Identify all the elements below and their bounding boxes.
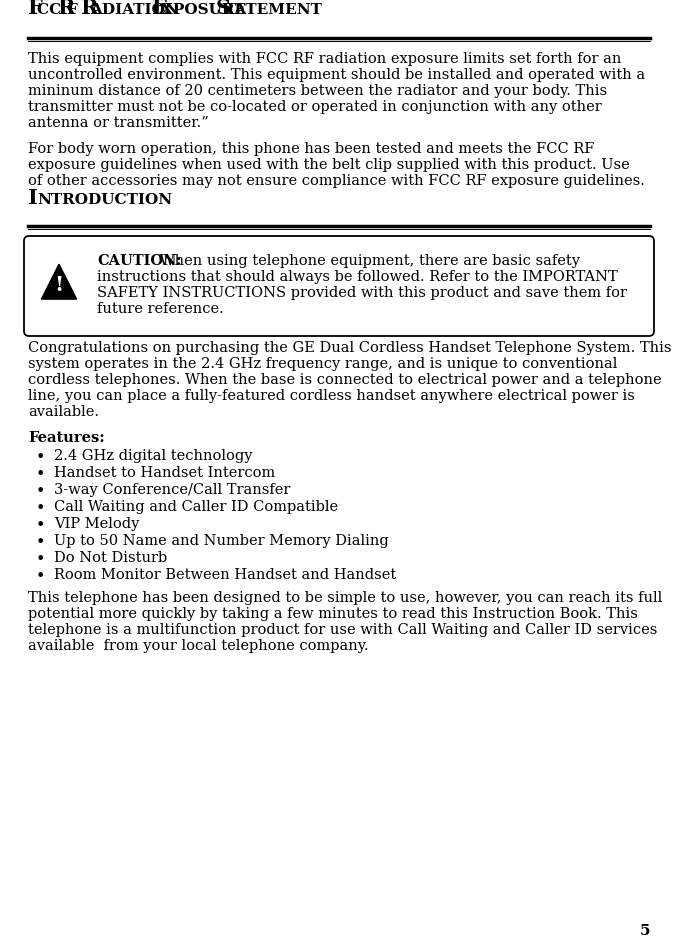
Text: potential more quickly by taking a few minutes to read this Instruction Book. Th: potential more quickly by taking a few m… — [28, 607, 638, 621]
Text: 5: 5 — [639, 924, 650, 938]
FancyBboxPatch shape — [24, 236, 654, 336]
Text: ADIATION: ADIATION — [90, 3, 184, 17]
Text: NTRODUCTION: NTRODUCTION — [37, 193, 172, 207]
Text: exposure guidelines when used with the belt clip supplied with this product. Use: exposure guidelines when used with the b… — [28, 158, 630, 172]
Text: R: R — [57, 0, 75, 18]
Text: telephone is a multifunction product for use with Call Waiting and Caller ID ser: telephone is a multifunction product for… — [28, 623, 657, 637]
Text: R: R — [80, 0, 98, 18]
Text: F: F — [28, 0, 43, 18]
Polygon shape — [41, 265, 76, 299]
Text: SAFETY INSTRUCTIONS provided with this product and save them for: SAFETY INSTRUCTIONS provided with this p… — [97, 286, 627, 300]
Text: Handset to Handset Intercom: Handset to Handset Intercom — [54, 466, 275, 480]
Text: system operates in the 2.4 GHz frequency range, and is unique to conventional: system operates in the 2.4 GHz frequency… — [28, 357, 617, 371]
Text: F: F — [67, 3, 83, 17]
Text: Congratulations on purchasing the GE Dual Cordless Handset Telephone System. Thi: Congratulations on purchasing the GE Dua… — [28, 341, 671, 355]
Text: •: • — [36, 500, 45, 517]
Text: available.: available. — [28, 405, 99, 419]
Text: This telephone has been designed to be simple to use, however, you can reach its: This telephone has been designed to be s… — [28, 591, 662, 605]
Text: cordless telephones. When the base is connected to electrical power and a teleph: cordless telephones. When the base is co… — [28, 373, 662, 387]
Text: Room Monitor Between Handset and Handset: Room Monitor Between Handset and Handset — [54, 568, 396, 582]
Text: CC: CC — [37, 3, 67, 17]
Text: Call Waiting and Caller ID Compatible: Call Waiting and Caller ID Compatible — [54, 500, 338, 514]
Text: S: S — [215, 0, 231, 18]
Text: VIP Melody: VIP Melody — [54, 517, 139, 531]
Text: 3-way Conference/Call Transfer: 3-way Conference/Call Transfer — [54, 483, 291, 497]
Text: When using telephone equipment, there are basic safety: When using telephone equipment, there ar… — [155, 254, 579, 268]
Text: uncontrolled environment. This equipment should be installed and operated with a: uncontrolled environment. This equipment… — [28, 68, 645, 82]
Text: of other accessories may not ensure compliance with FCC RF exposure guidelines.: of other accessories may not ensure comp… — [28, 174, 645, 188]
Text: •: • — [36, 534, 45, 551]
Text: !: ! — [55, 275, 64, 295]
Text: Features:: Features: — [28, 431, 105, 445]
Text: instructions that should always be followed. Refer to the IMPORTANT: instructions that should always be follo… — [97, 270, 618, 284]
Text: CAUTION:: CAUTION: — [97, 254, 181, 268]
Text: •: • — [36, 449, 45, 466]
Text: mininum distance of 20 centimeters between the radiator and your body. This: mininum distance of 20 centimeters betwe… — [28, 84, 607, 98]
Text: transmitter must not be co-located or operated in conjunction with any other: transmitter must not be co-located or op… — [28, 100, 602, 114]
Text: 2.4 GHz digital technology: 2.4 GHz digital technology — [54, 449, 253, 463]
Text: •: • — [36, 483, 45, 500]
Text: Do Not Disturb: Do Not Disturb — [54, 551, 167, 565]
Text: available  from your local telephone company.: available from your local telephone comp… — [28, 639, 368, 653]
Text: •: • — [36, 568, 45, 585]
Text: •: • — [36, 551, 45, 568]
Text: I: I — [28, 188, 38, 208]
Text: TATEMENT: TATEMENT — [224, 3, 322, 17]
Text: line, you can place a fully-featured cordless handset anywhere electrical power : line, you can place a fully-featured cor… — [28, 389, 635, 403]
Text: E: E — [151, 0, 167, 18]
Text: For body worn operation, this phone has been tested and meets the FCC RF: For body worn operation, this phone has … — [28, 142, 594, 156]
Text: •: • — [36, 517, 45, 534]
Text: XPOSURE: XPOSURE — [161, 3, 251, 17]
Text: antenna or transmitter.”: antenna or transmitter.” — [28, 116, 209, 130]
Text: •: • — [36, 466, 45, 483]
Text: Up to 50 Name and Number Memory Dialing: Up to 50 Name and Number Memory Dialing — [54, 534, 389, 548]
Text: future reference.: future reference. — [97, 302, 224, 316]
Text: This equipment complies with FCC RF radiation exposure limits set forth for an: This equipment complies with FCC RF radi… — [28, 52, 621, 66]
